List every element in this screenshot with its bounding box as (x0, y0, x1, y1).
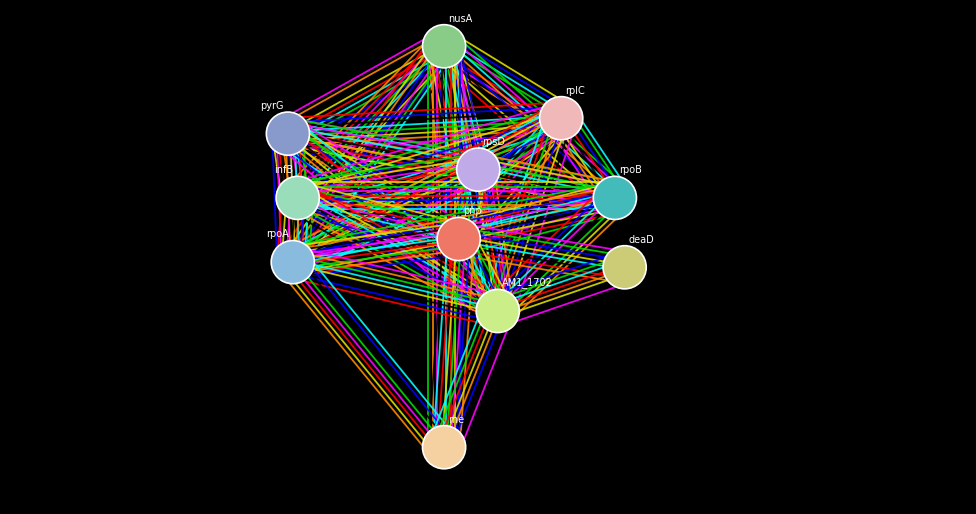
Text: pyrG: pyrG (260, 101, 284, 111)
Circle shape (437, 217, 480, 261)
Text: rpoB: rpoB (619, 165, 642, 175)
Circle shape (271, 241, 314, 284)
Text: pnp: pnp (463, 206, 482, 216)
Circle shape (276, 176, 319, 219)
Circle shape (603, 246, 646, 289)
Text: rplC: rplC (565, 85, 586, 96)
Circle shape (423, 426, 466, 469)
Text: rne: rne (448, 414, 465, 425)
Circle shape (423, 25, 466, 68)
Circle shape (476, 289, 519, 333)
Text: AM1_1702: AM1_1702 (502, 278, 553, 288)
Circle shape (457, 148, 500, 191)
Circle shape (593, 176, 636, 219)
Text: rpoA: rpoA (265, 229, 289, 240)
Text: nusA: nusA (448, 13, 472, 24)
Circle shape (266, 112, 309, 155)
Circle shape (540, 97, 583, 140)
Text: rpsD: rpsD (482, 137, 506, 147)
Text: deaD: deaD (629, 234, 655, 245)
Text: infB: infB (274, 165, 294, 175)
